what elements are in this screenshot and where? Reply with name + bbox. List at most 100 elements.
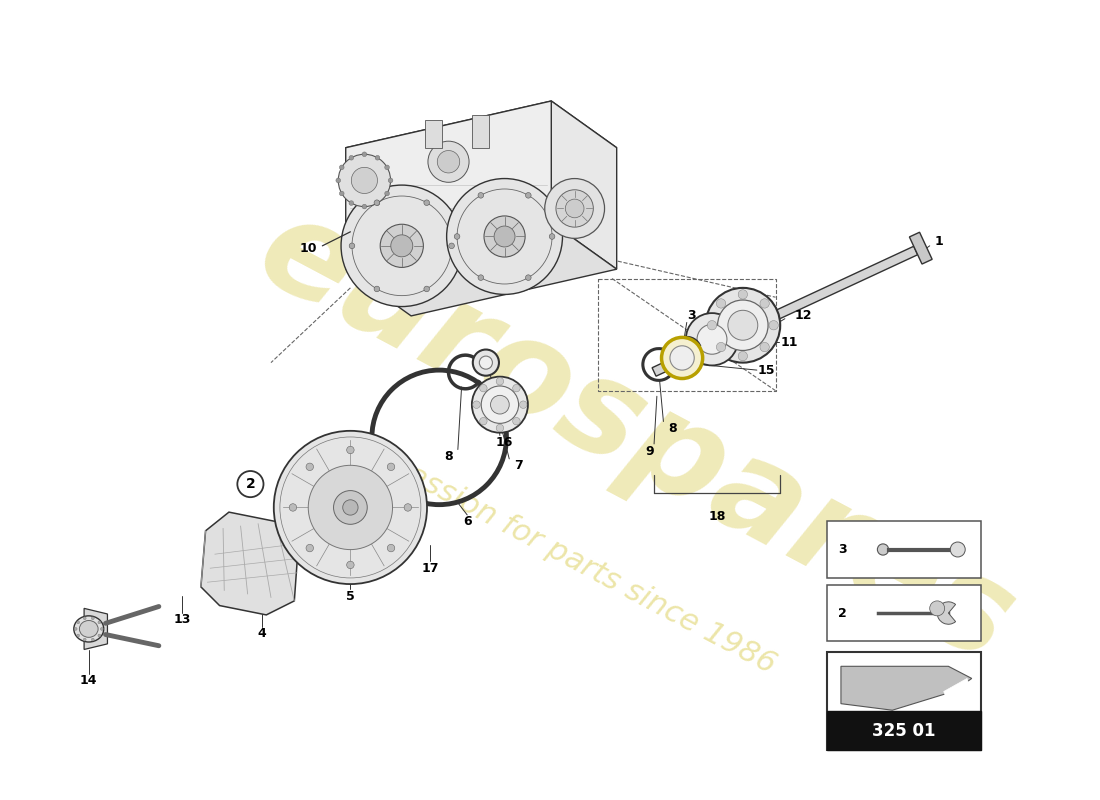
Circle shape <box>424 286 429 292</box>
Text: 325 01: 325 01 <box>872 722 935 740</box>
Text: 4: 4 <box>257 627 266 640</box>
Circle shape <box>473 350 499 376</box>
Circle shape <box>670 346 694 370</box>
Bar <box>425 120 442 148</box>
Polygon shape <box>551 101 617 269</box>
Text: 2: 2 <box>838 606 847 619</box>
Circle shape <box>333 490 367 524</box>
Circle shape <box>697 324 727 354</box>
Text: a passion for parts since 1986: a passion for parts since 1986 <box>360 438 780 680</box>
Circle shape <box>478 275 484 281</box>
Text: 3: 3 <box>838 543 847 556</box>
Circle shape <box>738 290 748 299</box>
Circle shape <box>340 165 344 170</box>
Bar <box>827 711 981 750</box>
Text: 10: 10 <box>299 242 317 255</box>
Circle shape <box>428 141 469 182</box>
Circle shape <box>341 185 462 306</box>
Circle shape <box>308 466 393 550</box>
Circle shape <box>349 155 354 160</box>
Circle shape <box>878 544 889 555</box>
Circle shape <box>91 638 95 641</box>
Circle shape <box>519 401 527 409</box>
Circle shape <box>362 152 366 157</box>
Circle shape <box>556 190 593 227</box>
Circle shape <box>480 418 487 425</box>
Circle shape <box>75 627 77 630</box>
Circle shape <box>661 338 703 378</box>
Wedge shape <box>937 602 956 624</box>
Circle shape <box>526 193 531 198</box>
Circle shape <box>424 200 429 206</box>
Circle shape <box>77 621 79 624</box>
Circle shape <box>496 378 504 385</box>
Circle shape <box>100 627 103 630</box>
Polygon shape <box>840 666 971 710</box>
Circle shape <box>343 500 359 515</box>
Circle shape <box>544 178 605 238</box>
Circle shape <box>274 431 427 584</box>
Circle shape <box>336 178 341 182</box>
Circle shape <box>98 621 101 624</box>
Circle shape <box>338 154 390 206</box>
Circle shape <box>375 201 379 206</box>
Polygon shape <box>944 678 971 704</box>
Text: 3: 3 <box>688 310 696 322</box>
Circle shape <box>374 286 379 292</box>
Circle shape <box>481 386 518 423</box>
Polygon shape <box>345 101 551 269</box>
Circle shape <box>387 544 395 552</box>
Circle shape <box>738 351 748 361</box>
Circle shape <box>728 310 758 340</box>
Bar <box>827 652 981 750</box>
Bar <box>827 522 981 578</box>
Text: 17: 17 <box>421 562 439 574</box>
Text: 12: 12 <box>795 310 812 322</box>
Text: 8: 8 <box>444 450 453 462</box>
Text: 8: 8 <box>669 422 678 434</box>
Circle shape <box>349 201 354 206</box>
Circle shape <box>565 199 584 218</box>
Circle shape <box>472 377 528 433</box>
Polygon shape <box>201 512 299 615</box>
Circle shape <box>480 356 493 369</box>
Circle shape <box>385 165 389 170</box>
Circle shape <box>513 385 520 392</box>
Circle shape <box>760 342 769 352</box>
Text: 7: 7 <box>514 459 522 472</box>
Circle shape <box>685 313 738 366</box>
Circle shape <box>77 634 79 637</box>
Text: 16: 16 <box>496 435 514 449</box>
Text: 9: 9 <box>645 445 653 458</box>
Circle shape <box>496 424 504 432</box>
Text: 15: 15 <box>758 363 774 377</box>
Bar <box>827 585 981 641</box>
Circle shape <box>388 178 393 182</box>
Circle shape <box>473 401 481 409</box>
Circle shape <box>306 544 313 552</box>
Circle shape <box>478 193 484 198</box>
Circle shape <box>480 385 487 392</box>
Circle shape <box>447 178 562 294</box>
Text: 11: 11 <box>781 335 799 349</box>
Polygon shape <box>345 222 617 316</box>
Circle shape <box>390 235 412 257</box>
Text: 13: 13 <box>174 613 191 626</box>
Circle shape <box>381 224 424 267</box>
Circle shape <box>289 504 297 511</box>
Bar <box>472 115 488 148</box>
Circle shape <box>717 300 768 350</box>
Circle shape <box>526 275 531 281</box>
Circle shape <box>705 288 780 362</box>
Circle shape <box>549 234 554 239</box>
Circle shape <box>387 463 395 470</box>
Polygon shape <box>345 101 617 194</box>
Circle shape <box>349 243 355 249</box>
Circle shape <box>351 167 377 194</box>
Circle shape <box>491 395 509 414</box>
Circle shape <box>98 634 101 637</box>
Circle shape <box>707 321 717 330</box>
Text: 14: 14 <box>80 674 98 687</box>
Circle shape <box>494 226 515 247</box>
Polygon shape <box>652 246 917 376</box>
